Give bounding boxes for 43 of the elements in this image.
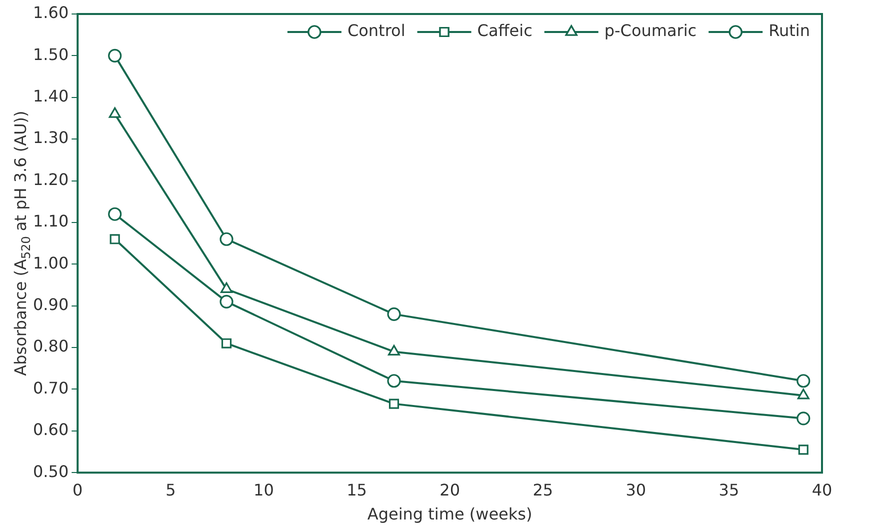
x-tick-label: 10 <box>254 480 274 500</box>
point <box>387 374 401 388</box>
point <box>108 207 122 221</box>
legend-label: Rutin <box>768 21 810 40</box>
point <box>797 388 810 400</box>
y-tick-label: 1.30 <box>33 128 69 148</box>
x-tick-label: 15 <box>346 480 367 500</box>
point <box>388 398 400 409</box>
y-tick-label: 1.20 <box>33 170 69 189</box>
y-tick-label: 1.00 <box>33 253 69 272</box>
y-tick-label: 0.70 <box>33 378 69 398</box>
x-tick-label: 0 <box>72 480 83 500</box>
point <box>796 412 810 426</box>
point <box>108 107 121 118</box>
y-tick-label: 1.40 <box>33 86 69 106</box>
x-tick-label: 35 <box>718 480 740 500</box>
point <box>110 234 120 244</box>
y-tick-label: 0.80 <box>33 336 69 356</box>
point <box>796 374 810 388</box>
point <box>388 344 400 356</box>
y-axis-title: Absorbance (A520 at pH 3.6 (AU)) <box>11 110 34 376</box>
point <box>108 48 122 62</box>
y-tick-label: 0.90 <box>33 294 69 314</box>
legend-label: Caffeic <box>477 21 532 40</box>
y-tick-label: 1.10 <box>33 212 69 231</box>
point <box>387 307 401 321</box>
y-tick-label: 0.50 <box>33 462 69 481</box>
point <box>220 232 234 246</box>
x-tick-label: 40 <box>812 480 832 500</box>
y-tick-label: 0.60 <box>33 420 69 440</box>
point <box>221 338 232 348</box>
legend-label: Control <box>347 21 406 40</box>
point <box>220 294 234 308</box>
x-tick-label: 5 <box>166 480 176 500</box>
point <box>798 444 808 455</box>
x-axis-title: Ageing time (weeks) <box>367 504 532 524</box>
y-tick-label: 1.60 <box>33 3 69 22</box>
point <box>220 282 232 293</box>
x-tick-label: 20 <box>440 480 460 500</box>
x-tick-label: 30 <box>626 480 646 500</box>
y-tick-label: 1.50 <box>33 44 69 64</box>
legend-label: p-Coumaric <box>604 21 697 40</box>
x-tick-label: 25 <box>532 480 554 500</box>
